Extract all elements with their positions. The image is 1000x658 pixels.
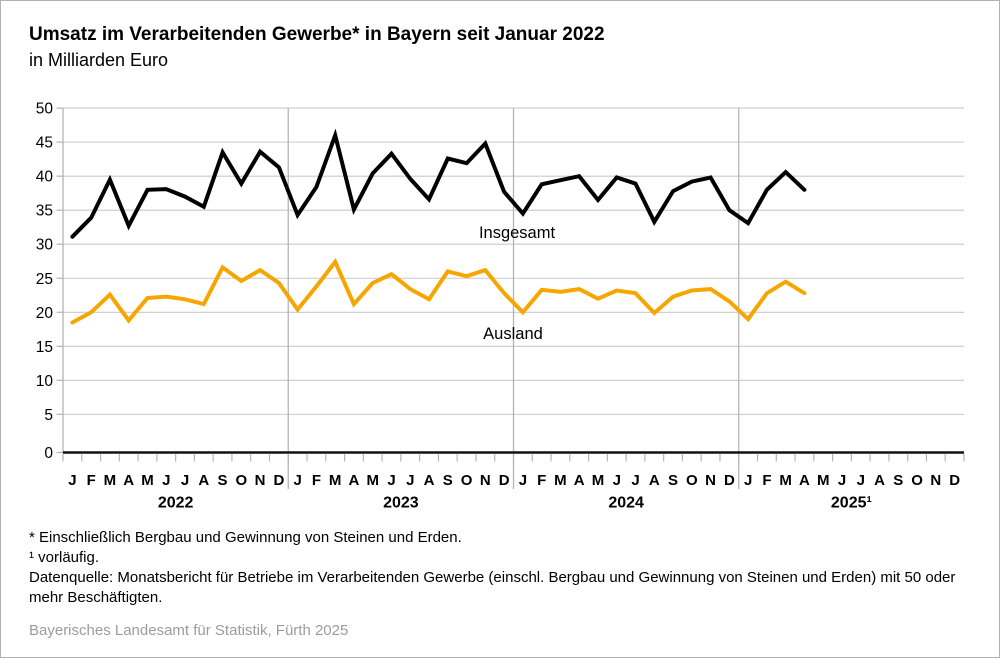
month-label: M — [366, 472, 379, 489]
month-label: O — [686, 472, 698, 489]
month-label: N — [705, 472, 716, 489]
month-label: O — [235, 472, 247, 489]
month-label: M — [779, 472, 792, 489]
y-tick-label: 20 — [36, 305, 54, 322]
page-subtitle: in Milliarden Euro — [29, 50, 169, 70]
month-label: O — [461, 472, 473, 489]
month-label: S — [668, 472, 678, 489]
y-tick-label: 5 — [44, 407, 53, 424]
month-label: J — [838, 472, 846, 489]
month-label: S — [218, 472, 228, 489]
month-label: J — [293, 472, 301, 489]
month-label: J — [519, 472, 527, 489]
month-label: J — [181, 472, 189, 489]
month-label: J — [631, 472, 639, 489]
month-label: A — [349, 472, 360, 489]
month-label: S — [893, 472, 903, 489]
insgesamt-series-label: Insgesamt — [479, 224, 556, 242]
y-tick-label: 0 — [44, 445, 53, 462]
month-label: O — [911, 472, 923, 489]
insgesamt-line — [70, 128, 807, 239]
month-label: N — [930, 472, 941, 489]
month-label: A — [874, 472, 885, 489]
year-label: 2022 — [158, 495, 194, 512]
month-label: F — [312, 472, 321, 489]
footnote-asterisk: * Einschließlich Bergbau und Gewinnung v… — [29, 529, 462, 546]
y-tick-label: 25 — [36, 271, 53, 288]
month-label: M — [817, 472, 830, 489]
month-label: J — [857, 472, 865, 489]
month-label: M — [141, 472, 154, 489]
month-label: F — [762, 472, 771, 489]
month-label: A — [424, 472, 435, 489]
month-label: J — [387, 472, 395, 489]
month-label: D — [273, 472, 284, 489]
month-label: A — [198, 472, 209, 489]
month-label: A — [123, 472, 134, 489]
chart-header: Umsatz im Verarbeitenden Gewerbe* in Bay… — [29, 23, 605, 72]
month-label: S — [443, 472, 453, 489]
month-label: J — [613, 472, 621, 489]
year-label: 2025¹ — [831, 495, 872, 512]
month-label: J — [162, 472, 170, 489]
month-label: F — [537, 472, 546, 489]
month-label: M — [554, 472, 567, 489]
month-label: N — [480, 472, 491, 489]
month-label: D — [499, 472, 510, 489]
y-tick-label: 50 — [36, 101, 54, 118]
month-label: A — [649, 472, 660, 489]
y-tick-label: 10 — [36, 373, 54, 390]
month-label: J — [744, 472, 752, 489]
month-label: D — [949, 472, 960, 489]
ausland-series-label: Ausland — [483, 325, 543, 343]
footnote-datasource: Datenquelle: Monatsbericht für Betriebe … — [29, 569, 956, 606]
year-label: 2024 — [608, 495, 644, 512]
y-tick-label: 45 — [36, 135, 53, 152]
footnotes-block: * Einschließlich Bergbau und Gewinnung v… — [29, 528, 959, 641]
ausland-line — [70, 258, 807, 325]
month-label: J — [68, 472, 76, 489]
month-label: J — [406, 472, 414, 489]
month-label: M — [329, 472, 342, 489]
month-label: M — [104, 472, 117, 489]
publisher-credit: Bayerisches Landesamt für Statistik, Für… — [29, 622, 349, 639]
footnote-preliminary: ¹ vorläufig. — [29, 549, 100, 566]
month-label: N — [255, 472, 266, 489]
page-title: Umsatz im Verarbeitenden Gewerbe* in Bay… — [29, 24, 605, 45]
month-label: A — [799, 472, 810, 489]
y-tick-label: 30 — [36, 237, 54, 254]
y-tick-label: 15 — [36, 339, 53, 356]
month-label: F — [87, 472, 96, 489]
year-label: 2023 — [383, 495, 419, 512]
month-label: A — [574, 472, 585, 489]
y-tick-label: 40 — [36, 169, 54, 186]
month-label: D — [724, 472, 735, 489]
month-label: M — [592, 472, 605, 489]
y-tick-label: 35 — [36, 203, 53, 220]
